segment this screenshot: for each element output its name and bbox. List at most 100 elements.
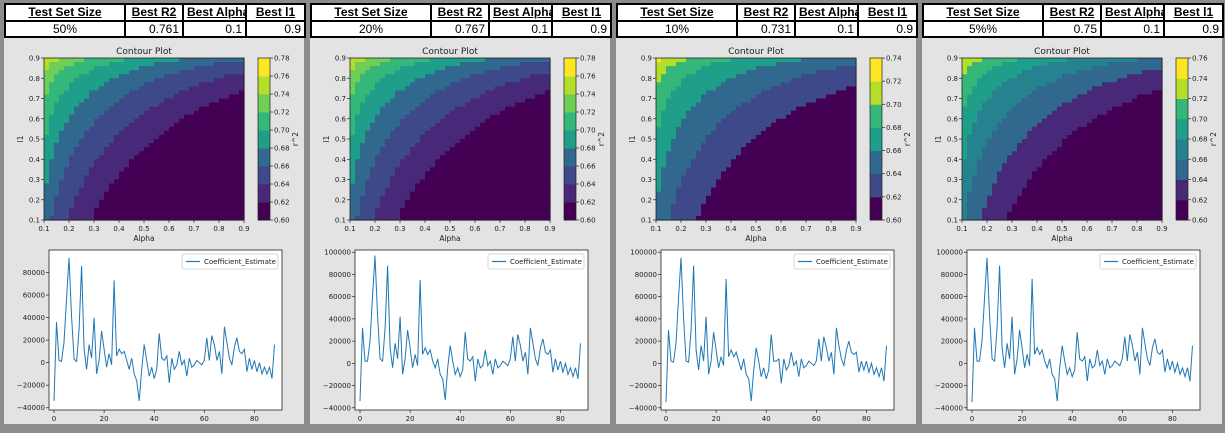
contour-cell [771,215,777,221]
contour-cell [796,66,802,71]
contour-cell [400,94,406,100]
contour-cell [525,139,531,144]
contour-cell [786,114,792,120]
contour-cell [525,78,531,83]
contour-cell [465,114,471,120]
contour-cell [64,58,70,63]
contour-cell [124,167,130,172]
contour-cell [816,94,822,100]
contour-cell [440,147,446,152]
contour-cell [44,215,50,221]
contour-cell [500,134,506,140]
contour-cell [505,159,511,164]
contour-cell [204,66,210,71]
contour-cell [696,147,702,152]
contour-cell [781,74,787,79]
contour-cell [465,90,471,96]
contour-cell [59,62,65,67]
contour-cell [134,86,140,91]
contour-cell [505,191,511,197]
contour-cell [64,171,70,177]
contour-cell [129,163,135,168]
contour-cell [395,143,401,148]
contour-cell [425,171,431,177]
contour-cell [94,90,100,96]
contour-cell [821,66,827,71]
contour-cell [500,215,506,221]
contour-cell [771,171,777,177]
contour-cell [425,106,431,112]
contour-cell [425,114,431,120]
colorbar-segment [258,76,270,95]
contour-cell [470,207,476,213]
contour-cell [485,70,491,75]
contour-cell [736,122,742,128]
contour-cell [686,195,692,201]
contour-cell [460,62,466,67]
contour-cell [440,143,446,148]
contour-cell [816,175,822,181]
contour-cell [214,122,220,128]
contour-cell [174,151,180,156]
contour-cell [174,106,180,112]
contour-cell [355,203,361,209]
contour-cell [535,78,541,83]
contour-cell [144,163,150,168]
contour-cell [841,151,847,156]
contour-cell [535,187,541,193]
contour-cell [656,155,662,160]
contour-cell [781,139,787,144]
contour-cell [706,207,712,213]
contour-cell [676,106,682,112]
contour-cell [410,130,416,136]
contour-cell [234,110,240,116]
contour-cell [139,139,145,144]
contour-cell [510,90,516,96]
contour-cell [59,70,65,75]
contour-cell [701,114,707,120]
contour-cell [54,106,60,112]
contour-cell [776,203,782,209]
contour-cell [425,78,431,83]
contour-cell [134,195,140,201]
contour-cell [375,179,381,185]
contour-cell [405,183,411,189]
contour-cell [691,179,697,185]
contour-cell [430,147,436,152]
contour-cell [375,207,381,213]
contour-cell [836,159,842,164]
contour-cell [59,163,65,168]
contour-cell [380,187,386,193]
contour-cell [124,126,130,132]
contour-cell [94,102,100,108]
contour-cell [139,74,145,79]
contour-cell [721,74,727,79]
contour-cell [731,90,737,96]
best-l1-value: 0.9 [551,19,612,38]
contour-cell [109,70,115,75]
contour-cell [124,179,130,185]
contour-cell [219,70,225,75]
contour-cell [79,183,85,189]
contour-cell [796,114,802,120]
contour-cell [174,191,180,197]
contour-cell [495,122,501,128]
contour-cell [691,155,697,160]
contour-cell [234,70,240,75]
contour-cell [681,207,687,213]
contour-cell [104,94,110,100]
contour-cell [174,90,180,96]
contour-cell [756,78,762,83]
contour-cell [721,143,727,148]
contour-cell [214,74,220,79]
contour-cell [686,62,692,67]
contour-cell [99,126,105,132]
contour-cell [726,143,732,148]
contour-cell [360,203,366,209]
contour-cell [209,94,215,100]
contour-cell [716,130,722,136]
contour-cell [380,195,386,201]
contour-cell [390,74,396,79]
contour-cell [701,110,707,116]
contour-cell [746,82,752,87]
